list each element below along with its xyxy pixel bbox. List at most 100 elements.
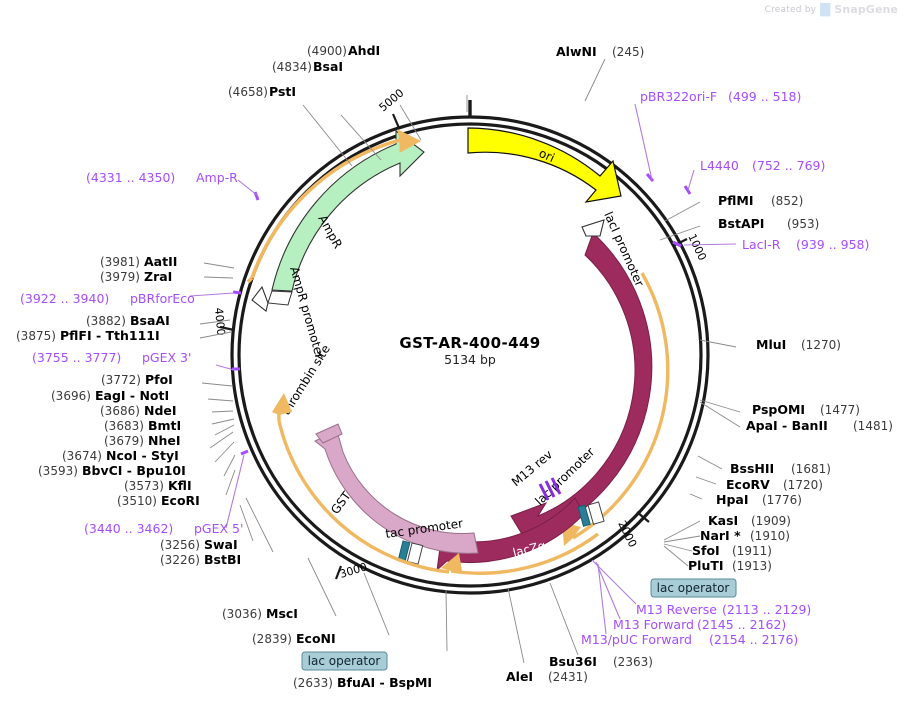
enzyme-name-ahdi[interactable]: AhdI [348,43,380,58]
enzyme-name-aatii[interactable]: AatII [144,254,177,269]
feature-name-pbrforeco[interactable]: pBRforEco [130,291,195,306]
enzyme-pos-bfuai-bspmi: (2633) [293,676,333,690]
orange-strand-upper [246,129,422,284]
enzyme-name-pflmi[interactable]: PflMI [718,193,754,208]
enzyme-pos-bsaai: (3882) [86,314,126,328]
enzyme-name-bsaai[interactable]: BsaAI [130,313,170,328]
arc-label-ori: ori [537,146,557,165]
enzyme-pos-econi: (2839) [252,632,292,646]
enzyme-name-pflfi-tth111i[interactable]: PflFI - Tth111I [60,328,160,343]
enzyme-name-econi[interactable]: EcoNI [296,631,336,646]
enzyme-name-zrai[interactable]: ZraI [144,269,172,284]
enzyme-name-sfoi[interactable]: SfoI [692,543,720,558]
feature-range-m13-puc-forward: (2154 .. 2176) [709,632,798,647]
enzyme-pos-sfoi: (1911) [732,544,772,558]
feature-m13-rev[interactable]: M13 rev [509,447,562,501]
feature-range-pgex-5: (3440 .. 3462) [84,521,173,536]
enzyme-name-psti[interactable]: PstI [269,84,296,99]
enzyme-pos-kasi: (1909) [751,514,791,528]
enzyme-name-ncoi-styi[interactable]: NcoI - StyI [106,448,179,463]
enzyme-name-kasi[interactable]: KasI [708,513,738,528]
enzyme-name-mlui[interactable]: MluI [756,337,786,352]
enzyme-name-kfli[interactable]: KflI [168,478,192,493]
enzyme-pos-bmti: (3683) [104,419,144,433]
enzyme-name-bmti[interactable]: BmtI [148,418,181,433]
enzyme-name-apai-banii[interactable]: ApaI - BanII [746,418,828,433]
feature-name-m13-puc-forward[interactable]: M13/pUC Forward [581,632,692,647]
feature-name-pgex-3[interactable]: pGEX 3' [142,350,191,365]
watermark-prefix: Created by [764,4,817,15]
enzyme-name-alei[interactable]: AleI [506,669,533,684]
enzyme-pos-ahdi: (4900) [307,44,347,58]
enzyme-pos-bstbi: (3226) [160,553,200,567]
lac-operator-label: lac operator [657,581,730,595]
enzyme-name-hpai[interactable]: HpaI [716,492,749,507]
enzyme-pos-ecori: (3510) [117,494,157,508]
lac-operator-left[interactable]: lac operator [301,651,388,671]
enzyme-pos-swai: (3256) [160,538,200,552]
enzyme-pos-mlui: (1270) [801,338,841,352]
feature-range-m13-reverse: (2113 .. 2129) [722,602,811,617]
feature-thrombin-site[interactable]: thrombin site [279,342,343,444]
lac-operator-label: lac operator [308,654,381,668]
enzyme-name-pspomi[interactable]: PspOMI [752,402,805,417]
feature-range-l4440: (752 .. 769) [752,158,825,173]
enzyme-name-ecori[interactable]: EcoRI [161,493,200,508]
enzyme-pos-pflmi: (852) [771,194,803,208]
feature-name-m13-reverse[interactable]: M13 Reverse [636,602,717,617]
enzyme-pos-hpai: (1776) [762,493,802,507]
enzyme-name-nari[interactable]: NarI * [700,528,741,543]
enzyme-name-ecorv[interactable]: EcoRV [726,477,770,492]
enzyme-pos-ncoi-styi: (3674) [62,449,102,463]
feature-name-m13-forward[interactable]: M13 Forward [613,617,694,632]
enzyme-pos-ndei: (3686) [100,404,140,418]
enzyme-pos-nhei: (3679) [104,434,144,448]
enzyme-name-bbvci-bpu10i[interactable]: BbvCI - Bpu10I [82,463,186,478]
plasmid-title: GST-AR-400-449 [399,334,540,352]
tick-label-3000: 3000 [338,560,369,581]
feature-range-pgex-3: (3755 .. 3777) [32,350,121,365]
enzyme-name-pluti[interactable]: PluTI [688,558,724,573]
feature-name-amp-r[interactable]: Amp-R [196,170,238,185]
arc-label-laci: lacI [671,395,688,418]
label-group-left: (3226) BstBI (3256) SwaI (3510) EcoRI (3… [16,254,241,567]
lac-operator-right[interactable]: lac operator [650,578,737,598]
enzyme-pos-pspomi: (1477) [820,403,860,417]
enzyme-name-swai[interactable]: SwaI [204,537,238,552]
feature-name-laci-r[interactable]: LacI-R [742,237,781,252]
enzyme-name-bsai[interactable]: BsaI [313,59,343,74]
enzyme-name-msci[interactable]: MscI [266,606,298,621]
feature-name-pbr322ori-f[interactable]: pBR322ori-F [640,89,717,104]
enzyme-pos-bbvci-bpu10i: (3593) [38,464,78,478]
feature-range-amp-r: (4331 .. 4350) [86,170,175,185]
enzyme-pos-bstapi: (953) [787,217,819,231]
label-group-top-left: (4900) AhdI (4834) BsaI (4658) PstI [228,43,380,99]
enzyme-pos-alei: (2431) [548,670,588,684]
enzyme-name-eagi-noti[interactable]: EagI - NotI [95,388,169,403]
enzyme-pos-nari: (1910) [750,529,790,543]
label-group-features-right: pBR322ori-F (499 .. 518) L4440 (752 .. 7… [640,89,869,252]
enzyme-pos-ecorv: (1720) [783,478,823,492]
arc-label-ampr: AmpR [315,213,345,251]
enzyme-name-bsu36i[interactable]: Bsu36I [549,654,597,669]
enzyme-name-bfuai-bspmi[interactable]: BfuAI - BspMI [337,675,432,690]
enzyme-pos-alwni: (245) [612,45,644,59]
enzyme-pos-bsshii: (1681) [791,462,831,476]
enzyme-name-pfoi[interactable]: PfoI [145,372,173,387]
enzyme-name-ndei[interactable]: NdeI [144,403,177,418]
label-group-right: PflMI (852) BstAPI (953) MluI (1270) Psp… [688,193,893,573]
watermark-brand: SnapGene [834,3,898,16]
feature-arc-ori[interactable]: ori [467,127,622,203]
enzyme-name-bstapi[interactable]: BstAPI [718,216,764,231]
feature-name-l4440[interactable]: L4440 [700,158,739,173]
enzyme-name-bstbi[interactable]: BstBI [204,552,241,567]
enzyme-name-bsshii[interactable]: BssHII [730,461,774,476]
feature-name-pgex-5[interactable]: pGEX 5' [194,521,243,536]
snapgene-watermark: Created by ▇ SnapGene [765,3,898,16]
feature-range-laci-r: (939 .. 958) [796,237,869,252]
enzyme-name-nhei[interactable]: NheI [148,433,181,448]
backbone-inner-circle [237,122,703,588]
enzyme-name-alwni[interactable]: AlwNI [556,44,597,59]
orange-strand-lower [272,393,600,575]
